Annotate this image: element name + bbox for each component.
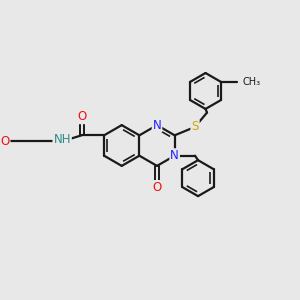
Text: O: O — [0, 135, 10, 148]
Text: NH: NH — [53, 133, 71, 146]
Text: N: N — [153, 118, 161, 132]
Text: S: S — [191, 120, 199, 134]
Text: N: N — [170, 149, 179, 162]
Text: O: O — [152, 181, 162, 194]
Text: O: O — [77, 110, 86, 123]
Text: CH₃: CH₃ — [242, 77, 260, 87]
